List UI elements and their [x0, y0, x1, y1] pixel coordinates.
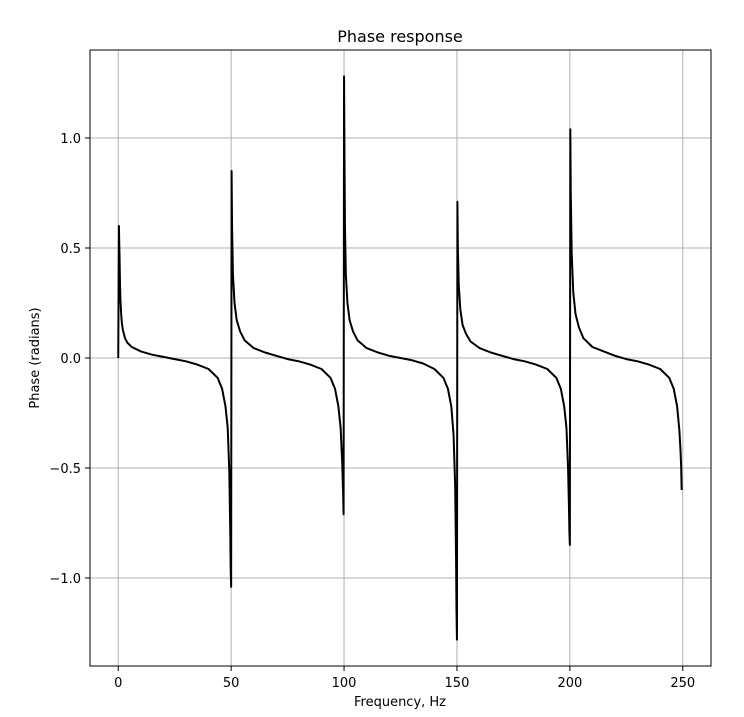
y-tick-label: −1.0 [49, 572, 81, 587]
x-tick-label: 100 [332, 676, 357, 691]
x-tick-label: 250 [670, 676, 695, 691]
x-tick-label: 0 [114, 676, 122, 691]
x-axis-ticks: 0 50 100 150 200 250 [114, 666, 695, 691]
plot-area [117, 75, 683, 641]
x-tick-label: 50 [223, 676, 240, 691]
y-tick-label: 0.5 [60, 242, 81, 257]
y-tick-label: 1.0 [60, 132, 81, 147]
y-tick-label: −0.5 [49, 462, 81, 477]
phase-series-line [117, 75, 683, 641]
y-tick-label: 0.0 [60, 352, 81, 367]
chart-title: Phase response [337, 27, 463, 46]
y-axis-ticks: −1.0 −0.5 0.0 0.5 1.0 [49, 132, 90, 587]
x-tick-label: 150 [445, 676, 470, 691]
x-tick-label: 200 [557, 676, 582, 691]
y-axis-label: Phase (radians) [28, 307, 43, 408]
x-axis-label: Frequency, Hz [354, 695, 446, 710]
